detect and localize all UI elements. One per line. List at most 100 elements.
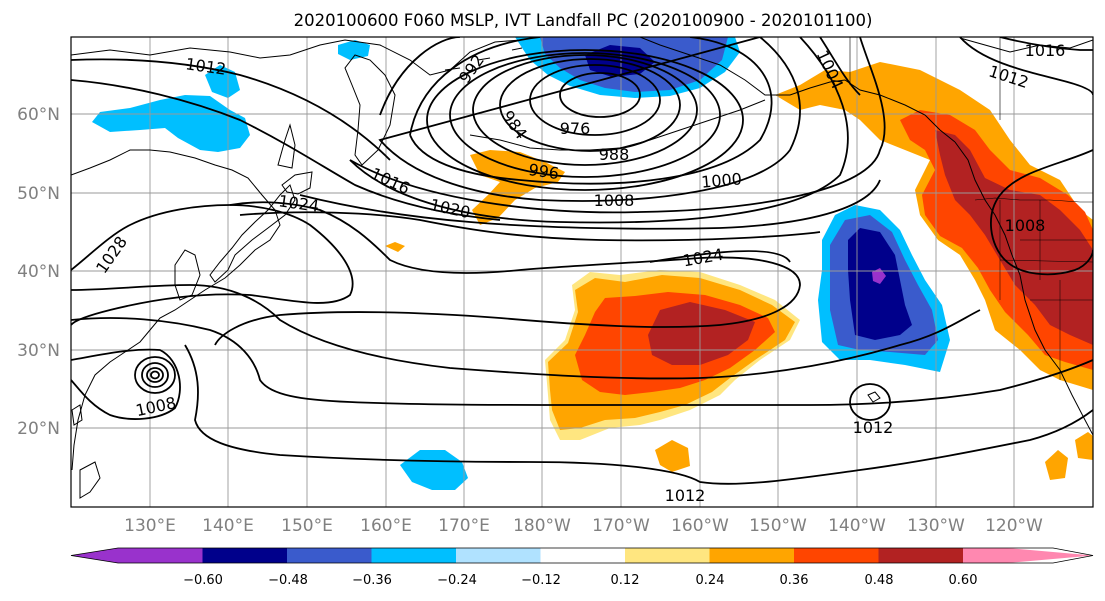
lat-label-50n: 50°N	[17, 184, 60, 204]
lon-label-140e: 140°E	[202, 516, 254, 536]
ivt-positive-patch-south	[655, 440, 690, 472]
colorbar-segments	[70, 547, 1094, 564]
ivt-positive-patch-east	[1075, 432, 1093, 460]
border-alaska-canada	[849, 37, 1001, 120]
ivt-positive-region-north-pacific	[470, 150, 565, 225]
coastline-taiwan	[71, 404, 83, 426]
contour-1016-south	[71, 317, 1093, 406]
lat-label-40n: 40°N	[17, 262, 60, 282]
colorbar-tick-label: 0.24	[696, 573, 725, 588]
contour-typhoon-1	[134, 356, 176, 394]
ivt-positive-patch-southeast	[1045, 450, 1068, 480]
border-us-canada	[974, 197, 1093, 203]
colorbar-segment	[794, 548, 879, 563]
contour-1016-nw	[71, 79, 501, 221]
lon-label-170w: 170°W	[592, 516, 650, 536]
contour-1012-south	[184, 344, 1093, 485]
contour-996	[409, 37, 773, 185]
colorbar-tick-label: 0.48	[865, 573, 894, 588]
border-states-1	[999, 200, 1093, 380]
coastline-kamchatka	[344, 54, 396, 166]
ivt-positive-region-central-ar-max	[648, 302, 755, 365]
contour-label: 1008	[594, 191, 635, 210]
contour-label: 1000	[700, 169, 742, 191]
colorbar-segment	[625, 548, 710, 563]
lon-label-160e: 160°E	[360, 516, 412, 536]
coastline-philippines	[79, 461, 101, 499]
contour-1012-hawaii	[849, 383, 891, 421]
colorbar-tick-label: −0.60	[183, 573, 223, 588]
colorbar-tick-label: −0.24	[437, 573, 477, 588]
contour-1024-east	[649, 250, 791, 263]
map-frame	[70, 36, 1094, 508]
lon-label-150e: 150°E	[281, 516, 333, 536]
coastline-alaska	[639, 37, 956, 143]
coastline-north-america-inner	[959, 37, 1093, 53]
lon-label-120w: 120°W	[985, 516, 1043, 536]
contour-label: 1008	[1005, 216, 1046, 235]
contour-1008-south	[71, 348, 181, 420]
contour-label: 1012	[853, 418, 894, 437]
colorbar-tick-label: 0.60	[949, 573, 978, 588]
contour-1004-east	[819, 37, 861, 96]
lat-label-60n: 60°N	[17, 105, 60, 125]
lat-label-20n: 20°N	[17, 419, 60, 439]
contour-1016-northeast	[999, 37, 1093, 51]
colorbar-segment	[371, 548, 457, 563]
contour-1000	[378, 37, 801, 202]
contour-1016-band	[299, 179, 881, 230]
contour-typhoon-4	[150, 370, 160, 380]
contour-972	[559, 72, 641, 118]
contour-label: 996	[527, 160, 560, 183]
contour-1024	[214, 201, 801, 346]
contour-typhoon-3	[146, 367, 164, 383]
ivt-negative-region-northeast-pacific-max	[872, 268, 886, 284]
contour-1028	[71, 204, 354, 326]
coastline-hawaii	[867, 391, 881, 403]
colorbar-tick-label: −0.48	[268, 573, 308, 588]
mslp-contours	[71, 37, 1093, 485]
contour-typhoon-2	[141, 362, 169, 388]
contour-992	[426, 49, 744, 191]
colorbar-segment	[540, 548, 626, 563]
colorbar-segment	[456, 548, 541, 563]
colorbar: −0.60 −0.48 −0.36 −0.24 −0.12 0.12 0.24 …	[70, 547, 1094, 588]
colorbar-segment	[202, 548, 288, 563]
contour-1012-nw	[71, 58, 391, 161]
coastline-japan-hokkaido	[281, 171, 313, 195]
graticule	[71, 37, 1093, 507]
colorbar-segment	[287, 548, 372, 563]
lat-label-30n: 30°N	[17, 341, 60, 361]
contour-988	[449, 52, 721, 178]
contour-984	[472, 54, 698, 166]
colorbar-segment	[963, 548, 1093, 563]
contour-1004	[349, 37, 849, 224]
coastlines	[71, 37, 1093, 499]
lon-label-160w: 160°W	[671, 516, 729, 536]
contour-label: 1012	[665, 486, 706, 505]
colorbar-tick-label: 0.12	[611, 573, 640, 588]
lon-label-150w: 150°W	[749, 516, 807, 536]
longitude-labels: 130°E 140°E 150°E 160°E 170°E 180°W 170°…	[124, 516, 1043, 536]
ivt-negative-region-okhotsk	[338, 40, 370, 60]
coastline-north-america-west	[954, 141, 1093, 436]
contour-1012-northeast	[959, 37, 1093, 96]
colorbar-segment	[709, 548, 795, 563]
contour-label: 976	[560, 119, 591, 138]
contour-1008-northamerica	[990, 149, 1093, 276]
colorbar-tick-label: −0.36	[352, 573, 392, 588]
lon-label-140w: 140°W	[828, 516, 886, 536]
coastline-siberia-north	[71, 39, 521, 76]
figure-title: 2020100600 F060 MSLP, IVT Landfall PC (2…	[294, 11, 873, 30]
contour-1020	[239, 211, 821, 242]
lon-label-130w: 130°W	[907, 516, 965, 536]
contour-label: 1016	[1025, 41, 1066, 60]
map-content	[71, 37, 1093, 507]
contour-980	[499, 58, 681, 152]
lon-label-170e: 170°E	[438, 516, 490, 536]
colorbar-tick-labels: −0.60 −0.48 −0.36 −0.24 −0.12 0.12 0.24 …	[183, 573, 977, 588]
lon-label-130e: 130°E	[124, 516, 176, 536]
latitude-labels: 60°N 50°N 40°N 30°N 20°N	[17, 105, 60, 439]
